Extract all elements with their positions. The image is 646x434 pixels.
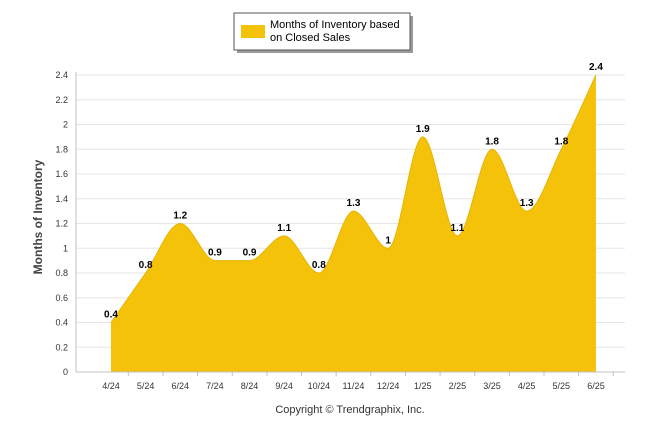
copyright-footer: Copyright © Trendgraphix, Inc.	[275, 404, 424, 416]
legend-label-line1: Months of Inventory based	[270, 19, 400, 31]
data-label: 1.1	[450, 223, 464, 234]
x-tick-label: 2/25	[449, 381, 467, 391]
y-tick-label: 1	[63, 243, 68, 253]
y-tick-label: 0.2	[55, 342, 68, 352]
x-tick-label: 3/25	[483, 381, 501, 391]
x-tick-label: 9/24	[275, 381, 293, 391]
data-label: 0.9	[243, 248, 257, 259]
x-tick-label: 10/24	[308, 381, 331, 391]
y-tick-labels: 0 0.2 0.4 0.6 0.8 1 1.2 1.4 1.6 1.8 2 2.2 2.4	[55, 70, 68, 377]
legend: Months of Inventory based on Closed Sale…	[233, 12, 413, 53]
x-tick-label: 4/24	[102, 381, 120, 391]
x-tick-label: 6/24	[172, 381, 190, 391]
x-tick-label: 8/24	[241, 381, 259, 391]
x-tick-label: 12/24	[377, 381, 400, 391]
y-tick-label: 2	[63, 120, 68, 130]
x-tick-label: 5/24	[137, 381, 155, 391]
data-label: 0.9	[208, 248, 222, 259]
x-tick-label: 1/25	[414, 381, 432, 391]
y-tick-label: 1.6	[55, 169, 68, 179]
series-area	[111, 75, 596, 372]
data-label: 2.4	[589, 62, 603, 73]
data-label: 1.8	[554, 136, 568, 147]
data-label: 1.2	[173, 211, 187, 222]
y-tick-label: 0	[63, 367, 68, 377]
y-axis-title: Months of Inventory	[31, 159, 45, 274]
data-label: 1.8	[485, 136, 499, 147]
x-tick-label: 4/25	[518, 381, 536, 391]
series-line	[110, 74, 597, 323]
y-tick-label: 1.8	[55, 144, 68, 154]
x-tick-labels: 4/24 5/24 6/24 7/24 8/24 9/24 10/24 11/24 12/24 1…	[102, 381, 604, 391]
x-tick-label: 11/24	[343, 381, 365, 391]
y-tick-label: 2.4	[55, 70, 68, 80]
data-label: 0.8	[312, 260, 326, 271]
legend-swatch	[241, 25, 265, 38]
y-tick-label: 0.8	[55, 268, 68, 278]
data-labels: 0.4 0.8 1.2 0.9 0.9 1.1 0.8 1.3 1 1.9 1.1 1.8 1.3 1.8…	[104, 62, 603, 321]
legend-label-line2: on Closed Sales	[270, 32, 351, 44]
y-tick-label: 1.4	[55, 194, 68, 204]
data-label: 1.1	[277, 223, 291, 234]
data-label: 0.4	[104, 310, 118, 321]
x-tick-label: 5/25	[553, 381, 571, 391]
data-label: 1.3	[347, 198, 361, 209]
axes	[75, 72, 625, 376]
data-label: 1.9	[416, 124, 430, 135]
plot-area	[110, 74, 597, 372]
y-tick-label: 2.2	[55, 95, 68, 105]
x-tick-label: 7/24	[206, 381, 224, 391]
data-label: 0.8	[139, 260, 153, 271]
y-tick-label: 0.4	[55, 318, 68, 328]
data-label: 1	[385, 235, 391, 246]
x-tick-label: 6/25	[587, 381, 605, 391]
y-tick-label: 0.6	[55, 293, 68, 303]
y-tick-label: 1.2	[55, 219, 68, 229]
data-label: 1.3	[520, 198, 534, 209]
